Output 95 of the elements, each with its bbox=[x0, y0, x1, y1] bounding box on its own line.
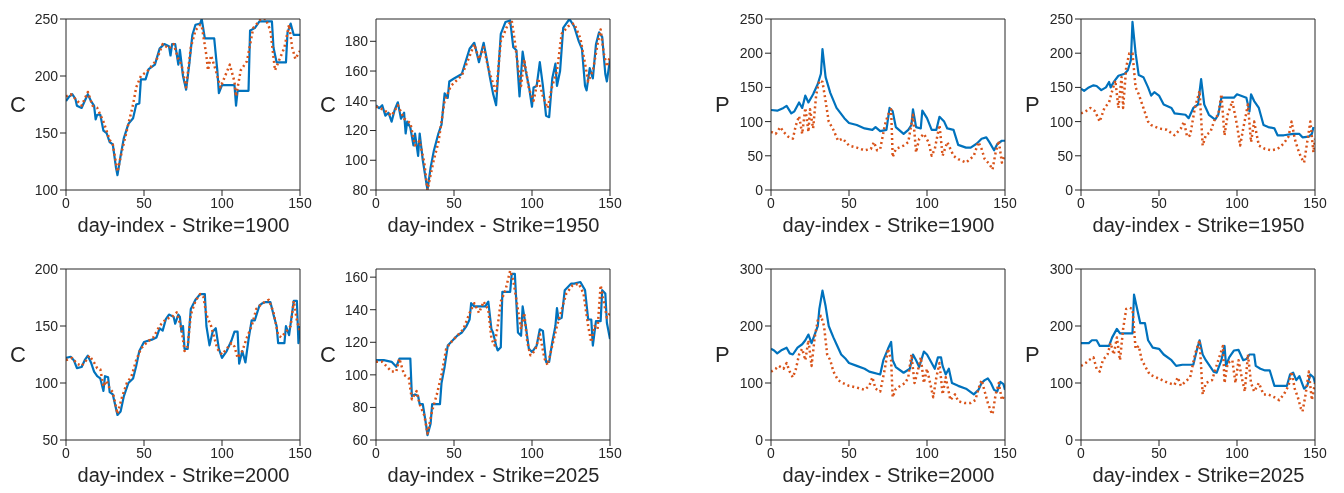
x-axis-title: day-index - Strike=1950 bbox=[386, 213, 601, 238]
x-tick-label: 150 bbox=[993, 194, 1017, 211]
y-tick-label: 100 bbox=[1049, 374, 1074, 391]
line-series bbox=[1081, 293, 1315, 390]
y-tick-label: 250 bbox=[1049, 10, 1074, 27]
y-tick-label: 100 bbox=[34, 181, 59, 198]
line-series bbox=[1081, 306, 1315, 413]
line-series bbox=[1081, 51, 1315, 164]
x-tick-label: 0 bbox=[767, 194, 776, 211]
y-tick-label: 200 bbox=[739, 45, 764, 62]
y-tick-label: 50 bbox=[42, 431, 59, 448]
y-tick-label: 120 bbox=[344, 122, 369, 139]
x-tick-label: 50 bbox=[1151, 444, 1167, 461]
line-series bbox=[771, 79, 1005, 171]
x-tick-label: 150 bbox=[598, 194, 622, 211]
y-tick-label: 50 bbox=[747, 147, 764, 164]
y-tick-label: 120 bbox=[344, 334, 369, 351]
y-axis-title: C bbox=[320, 92, 336, 118]
y-tick-label: 100 bbox=[739, 374, 764, 391]
x-axis-title: day-index - Strike=1900 bbox=[76, 213, 291, 238]
y-tick-label: 100 bbox=[1049, 113, 1074, 130]
y-tick-label: 160 bbox=[344, 269, 369, 286]
y-tick-label: 300 bbox=[739, 260, 764, 277]
x-tick-label: 100 bbox=[915, 194, 939, 211]
y-tick-label: 140 bbox=[344, 92, 369, 109]
y-axis-title: P bbox=[1025, 342, 1040, 368]
x-tick-label: 50 bbox=[841, 194, 857, 211]
y-axis-title: C bbox=[10, 342, 26, 368]
x-tick-label: 150 bbox=[288, 194, 312, 211]
y-tick-label: 0 bbox=[1065, 181, 1074, 198]
y-tick-label: 300 bbox=[1049, 260, 1074, 277]
y-axis-title: C bbox=[10, 92, 26, 118]
x-tick-label: 50 bbox=[1151, 194, 1167, 211]
x-tick-label: 150 bbox=[1303, 444, 1327, 461]
y-tick-label: 0 bbox=[755, 181, 764, 198]
y-tick-label: 250 bbox=[739, 10, 764, 27]
y-tick-label: 250 bbox=[34, 10, 59, 27]
x-tick-label: 50 bbox=[446, 194, 462, 211]
y-tick-label: 80 bbox=[352, 399, 369, 416]
x-tick-label: 50 bbox=[446, 444, 462, 461]
y-tick-label: 100 bbox=[344, 152, 369, 169]
x-tick-label: 100 bbox=[1225, 194, 1249, 211]
y-tick-label: 60 bbox=[352, 431, 369, 448]
x-tick-label: 0 bbox=[62, 194, 71, 211]
y-tick-label: 150 bbox=[1049, 79, 1074, 96]
x-tick-label: 0 bbox=[62, 444, 71, 461]
y-axis-title: P bbox=[1025, 92, 1040, 118]
x-tick-label: 50 bbox=[136, 444, 152, 461]
line-series bbox=[771, 314, 1005, 416]
y-tick-label: 160 bbox=[344, 63, 369, 80]
y-tick-label: 150 bbox=[739, 79, 764, 96]
x-tick-label: 150 bbox=[598, 444, 622, 461]
y-tick-label: 80 bbox=[352, 181, 369, 198]
line-series bbox=[771, 48, 1005, 152]
x-tick-label: 100 bbox=[210, 444, 234, 461]
y-tick-label: 200 bbox=[34, 260, 59, 277]
y-tick-label: 100 bbox=[344, 366, 369, 383]
x-tick-label: 100 bbox=[520, 194, 544, 211]
x-tick-label: 0 bbox=[372, 194, 381, 211]
y-tick-label: 50 bbox=[1057, 147, 1074, 164]
x-axis-title: day-index - Strike=2025 bbox=[386, 463, 601, 488]
y-tick-label: 100 bbox=[739, 113, 764, 130]
x-tick-label: 100 bbox=[210, 194, 234, 211]
y-tick-label: 180 bbox=[344, 33, 369, 50]
x-tick-label: 150 bbox=[993, 444, 1017, 461]
x-tick-label: 50 bbox=[136, 194, 152, 211]
x-tick-label: 0 bbox=[1077, 444, 1086, 461]
x-tick-label: 100 bbox=[520, 444, 544, 461]
x-axis-title: day-index - Strike=2000 bbox=[76, 463, 291, 488]
y-tick-label: 0 bbox=[755, 431, 764, 448]
y-tick-label: 100 bbox=[34, 374, 59, 391]
x-axis-title: day-index - Strike=1950 bbox=[1091, 213, 1306, 238]
y-axis-title: P bbox=[715, 92, 730, 118]
x-tick-label: 50 bbox=[841, 444, 857, 461]
y-tick-label: 150 bbox=[34, 317, 59, 334]
y-tick-label: 200 bbox=[1049, 45, 1074, 62]
y-tick-label: 200 bbox=[34, 67, 59, 84]
x-axis-title: day-index - Strike=2000 bbox=[781, 463, 996, 488]
x-tick-label: 150 bbox=[1303, 194, 1327, 211]
y-tick-label: 200 bbox=[1049, 317, 1074, 334]
x-tick-label: 100 bbox=[915, 444, 939, 461]
y-axis-title: C bbox=[320, 342, 336, 368]
y-tick-label: 200 bbox=[739, 317, 764, 334]
y-axis-title: P bbox=[715, 342, 730, 368]
x-tick-label: 0 bbox=[372, 444, 381, 461]
x-axis-title: day-index - Strike=1900 bbox=[781, 213, 996, 238]
x-tick-label: 100 bbox=[1225, 444, 1249, 461]
y-tick-label: 140 bbox=[344, 301, 369, 318]
x-axis-title: day-index - Strike=2025 bbox=[1091, 463, 1306, 488]
x-tick-label: 0 bbox=[1077, 194, 1086, 211]
x-tick-label: 0 bbox=[767, 444, 776, 461]
line-series bbox=[771, 289, 1005, 396]
y-tick-label: 0 bbox=[1065, 431, 1074, 448]
x-tick-label: 150 bbox=[288, 444, 312, 461]
y-tick-label: 150 bbox=[34, 124, 59, 141]
